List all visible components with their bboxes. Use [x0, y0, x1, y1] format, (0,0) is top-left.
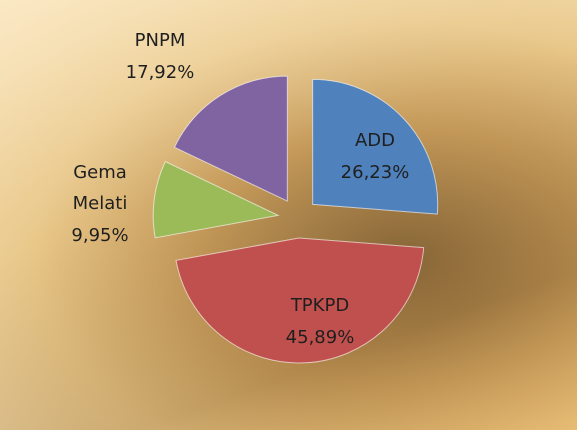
slice-value: 45,89%: [285, 327, 355, 348]
slice-category: TPKPD: [290, 295, 350, 316]
slice-value: 26,23%: [340, 162, 410, 183]
pie-slice: [175, 237, 425, 364]
slice-category: ADD: [354, 130, 396, 151]
pie-slice: [173, 75, 288, 202]
slice-value: 9,95%: [71, 225, 129, 246]
slice-category: PNPM: [134, 30, 186, 51]
pie-slice: [152, 160, 280, 239]
pie-slice: [312, 78, 439, 215]
slice-value: 17,92%: [125, 62, 195, 83]
slice-category: Gema Melati: [72, 162, 128, 214]
